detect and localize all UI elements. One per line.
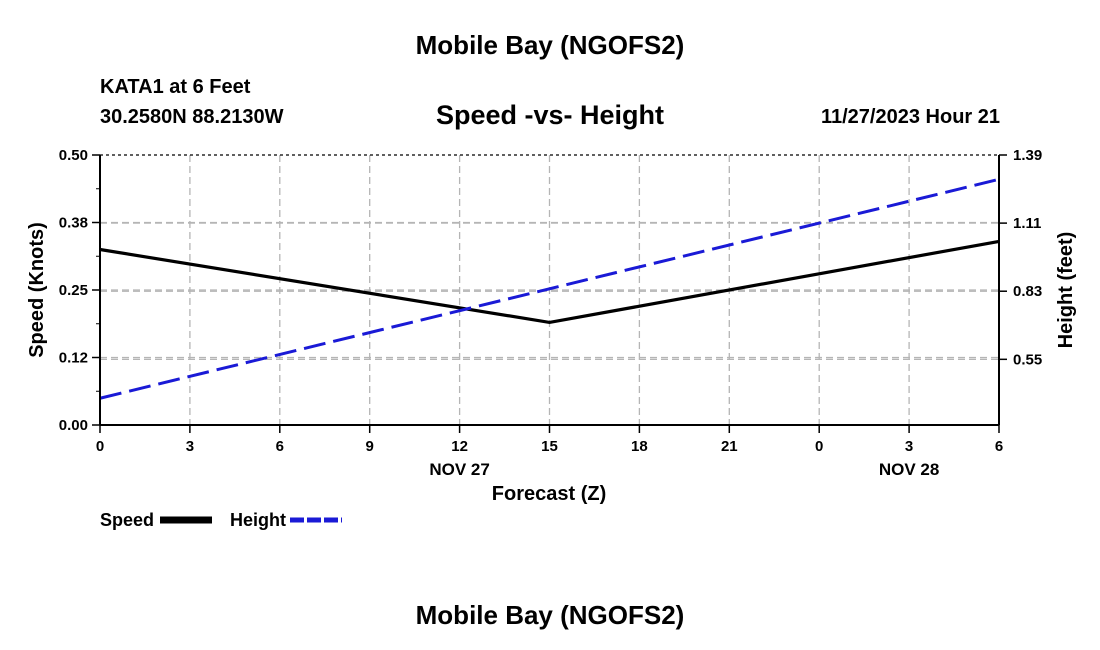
y-tick-label: 0.50 <box>59 147 88 164</box>
y-tick-label: 0.38 <box>59 215 88 232</box>
station-label: KATA1 at 6 Feet <box>100 76 251 98</box>
x-axis-label: Forecast (Z) <box>492 483 606 505</box>
x-tick-label: 9 <box>366 438 374 455</box>
series-line-speed <box>99 239 1000 325</box>
y-tick-label: 0.25 <box>59 282 88 299</box>
speed-height-chart: 0.00 0.12 0.25 0.38 0.50 0.55 0.83 1.11 1.39 0 3 6 9… <box>26 147 1077 530</box>
x-date-label: NOV 28 <box>879 460 939 479</box>
tick-labels: 0.00 0.12 0.25 0.38 0.50 0.55 0.83 1.11 1.39 0 3 6 9… <box>59 147 1042 479</box>
y-axis-label: Speed (Knots) <box>26 222 48 358</box>
chart-title: Speed -vs- Height <box>435 100 665 130</box>
y2-tick-label: 0.83 <box>1013 283 1042 300</box>
x-tick-label: 18 <box>631 438 648 455</box>
footer-title: Mobile Bay (NGOFS2) <box>415 600 685 630</box>
y2-tick-label: 1.11 <box>1013 215 1041 232</box>
x-tick-label: 15 <box>541 438 558 455</box>
x-tick-label: 12 <box>451 438 468 455</box>
grid-lines <box>100 155 999 425</box>
axes <box>92 154 1007 433</box>
legend-label-speed: Speed <box>100 510 154 530</box>
x-tick-label: 3 <box>186 438 194 455</box>
station-coordinates: 30.2580N 88.2130W <box>100 106 284 128</box>
x-tick-label: 0 <box>815 438 823 455</box>
x-tick-label: 21 <box>721 438 738 455</box>
x-tick-label: 3 <box>905 438 913 455</box>
legend: Speed Height <box>100 510 342 530</box>
legend-label-height: Height <box>230 510 286 530</box>
page-title: Mobile Bay (NGOFS2) <box>415 30 685 60</box>
y-tick-label: 0.00 <box>59 417 88 434</box>
y2-axis-label: Height (feet) <box>1055 232 1077 349</box>
y2-tick-label: 1.39 <box>1013 147 1042 164</box>
x-date-label: NOV 27 <box>429 460 489 479</box>
y2-tick-label: 0.55 <box>1013 351 1042 368</box>
series-lines <box>99 177 1000 400</box>
x-tick-label: 6 <box>995 438 1003 455</box>
x-tick-label: 6 <box>276 438 284 455</box>
x-tick-label: 0 <box>96 438 104 455</box>
series-line-height <box>99 177 1000 400</box>
forecast-datetime: 11/27/2023 Hour 21 <box>820 106 1000 128</box>
y-tick-label: 0.12 <box>59 350 88 367</box>
